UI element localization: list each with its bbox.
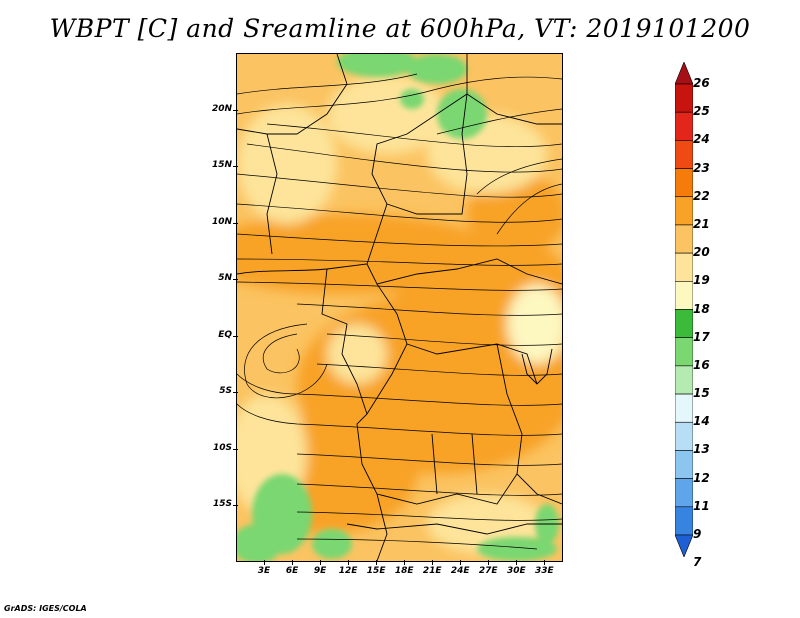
lat-tick-mark (233, 448, 238, 450)
lat-tick-mark (233, 392, 238, 394)
lon-tick-mark (404, 560, 406, 565)
lat-tick-mark (233, 222, 238, 224)
lat-tick-mark (233, 335, 238, 337)
colorbar (675, 62, 693, 557)
lon-tick-mark (544, 560, 546, 565)
colorbar-label: 13 (693, 442, 710, 457)
lat-tick-label: 15N (211, 160, 232, 171)
lon-tick-label: 15E (366, 566, 386, 576)
lat-tick-label: 10N (211, 216, 232, 227)
colorbar-segment (675, 365, 693, 395)
lon-tick-mark (432, 560, 434, 565)
colorbar-segment (675, 224, 693, 254)
colorbar-label: 21 (693, 216, 710, 231)
lon-tick-mark (516, 560, 518, 565)
lon-tick-label: 9E (313, 566, 327, 576)
colorbar-segment (675, 534, 693, 557)
lat-tick-label: 20N (211, 103, 232, 114)
colorbar-label: 16 (693, 357, 710, 372)
colorbar-segment (675, 450, 693, 479)
wbpt-field (237, 54, 562, 561)
colorbar-segment (675, 168, 693, 198)
lon-tick-label: 21E (422, 566, 442, 576)
lon-tick-mark (264, 560, 266, 565)
colorbar-label: 20 (693, 245, 710, 260)
map-panel (236, 53, 563, 562)
lon-tick-label: 27E (478, 566, 498, 576)
colorbar-label: 18 (693, 301, 710, 316)
colorbar-label: 22 (693, 188, 710, 203)
colorbar-segment (675, 252, 693, 282)
colorbar-segment (675, 83, 693, 113)
lon-tick-label: 6E (285, 566, 299, 576)
colorbar-segment (675, 478, 693, 508)
colorbar-label: 12 (693, 470, 710, 485)
colorbar-label: 25 (693, 104, 710, 119)
colorbar-segment (675, 111, 693, 141)
lat-tick-label: 15S (212, 499, 232, 510)
lon-tick-label: 24E (450, 566, 470, 576)
lat-tick-mark (233, 166, 238, 168)
colorbar-segment (675, 196, 693, 226)
colorbar-label: 19 (693, 273, 710, 288)
lon-tick-mark (460, 560, 462, 565)
lon-tick-label: 18E (394, 566, 414, 576)
lon-tick-mark (348, 560, 350, 565)
colorbar-segment (675, 309, 693, 338)
colorbar-label: 24 (693, 132, 710, 147)
lat-tick-mark (233, 505, 238, 507)
colorbar-segment (675, 393, 693, 423)
colorbar-label: 23 (693, 160, 710, 175)
colorbar-segment (675, 506, 693, 536)
country-borders (237, 54, 562, 561)
colorbar-segment (675, 62, 693, 85)
lon-tick-mark (488, 560, 490, 565)
colorbar-segment (675, 281, 693, 310)
lat-tick-label: 5N (218, 273, 232, 284)
lon-tick-mark (320, 560, 322, 565)
colorbar-segment (675, 421, 693, 451)
lat-tick-mark (233, 109, 238, 111)
colorbar-segment (675, 337, 693, 367)
colorbar-label: 14 (693, 414, 710, 429)
lon-tick-label: 33E (534, 566, 554, 576)
colorbar-label: 15 (693, 386, 710, 401)
colorbar-label: 26 (693, 76, 710, 90)
lat-tick-label: 5S (219, 386, 232, 397)
lon-tick-label: 12E (338, 566, 358, 576)
grads-credit: GrADS: IGES/COLA (4, 604, 87, 613)
colorbar-label: 9 (693, 527, 702, 541)
lon-tick-label: 3E (257, 566, 271, 576)
lat-tick-label: 10S (212, 442, 232, 453)
lon-tick-mark (376, 560, 378, 565)
colorbar-label: 7 (693, 555, 702, 570)
lat-tick-label: EQ (218, 329, 232, 340)
colorbar-label: 11 (693, 498, 710, 513)
lon-tick-label: 30E (506, 566, 526, 576)
chart-title: WBPT [C] and Sreamline at 600hPa, VT: 20… (49, 14, 751, 43)
colorbar-segment (675, 140, 693, 169)
colorbar-label: 17 (693, 329, 710, 344)
lat-tick-mark (233, 279, 238, 281)
lon-tick-mark (292, 560, 294, 565)
